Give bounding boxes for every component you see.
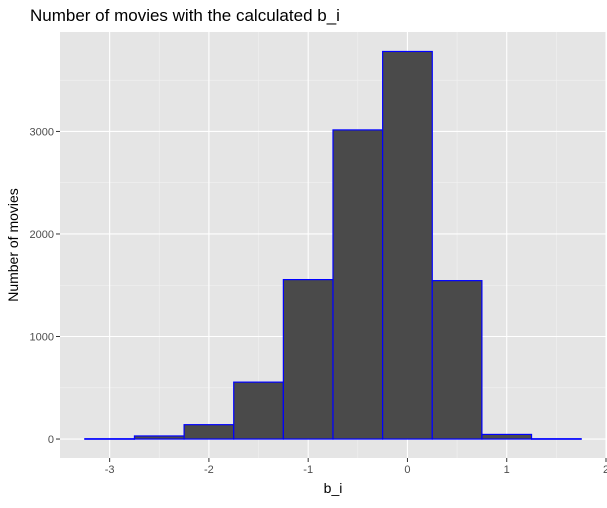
- x-tick-label: 0: [404, 464, 410, 476]
- y-tick-label: 0: [48, 434, 54, 446]
- x-tick-label: 2: [603, 464, 607, 476]
- x-tick-label: -2: [204, 464, 214, 476]
- x-tick-label: -1: [303, 464, 313, 476]
- histogram-bar: [382, 50, 433, 440]
- histogram-bar: [133, 435, 185, 440]
- histogram-bar: [530, 438, 582, 440]
- x-axis: -3 -2 -1 0 1 2: [105, 458, 607, 476]
- histogram-bar: [233, 381, 284, 440]
- x-tick-label: -3: [105, 464, 115, 476]
- y-tick-label: 1000: [30, 332, 54, 344]
- histogram-bars: [84, 50, 582, 440]
- x-tick-label: 1: [504, 464, 510, 476]
- histogram-bar: [282, 279, 334, 440]
- histogram-bar: [183, 424, 235, 440]
- y-tick-label: 3000: [30, 126, 54, 138]
- histogram-bar: [481, 433, 533, 440]
- chart-title: Number of movies with the calculated b_i: [30, 6, 340, 25]
- x-axis-title: b_i: [324, 480, 343, 496]
- histogram-bar: [84, 438, 136, 440]
- y-axis-title: Number of movies: [5, 188, 21, 302]
- y-tick-label: 2000: [30, 229, 54, 241]
- histogram-bar: [431, 280, 483, 440]
- histogram-bar: [332, 129, 384, 440]
- y-axis: 0 1000 2000 3000: [30, 126, 60, 446]
